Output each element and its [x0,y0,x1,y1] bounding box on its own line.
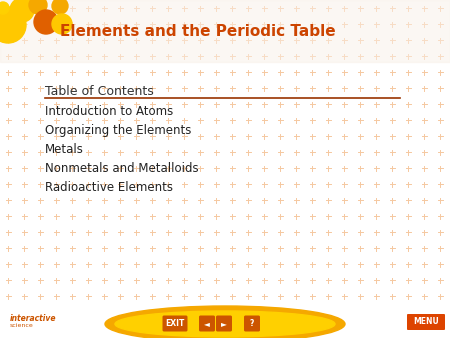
Ellipse shape [105,306,345,338]
FancyBboxPatch shape [216,315,232,332]
Ellipse shape [115,311,335,337]
FancyBboxPatch shape [244,315,260,332]
Text: Elements and the Periodic Table: Elements and the Periodic Table [60,24,336,40]
Text: ◄: ◄ [204,319,210,328]
FancyBboxPatch shape [407,314,445,330]
FancyBboxPatch shape [199,315,215,332]
Text: EXIT: EXIT [165,319,184,328]
Text: Nonmetals and Metalloids: Nonmetals and Metalloids [45,162,198,175]
Circle shape [0,2,9,14]
Bar [0,0,450,62]
Circle shape [0,7,26,43]
Text: interactive: interactive [10,314,57,323]
Text: ►: ► [221,319,227,328]
Text: Radioactive Elements: Radioactive Elements [45,181,173,194]
Circle shape [10,0,34,22]
Text: Metals: Metals [45,143,84,156]
Circle shape [52,0,68,14]
Text: ?: ? [250,319,254,328]
Text: Table of Contents: Table of Contents [45,85,154,98]
Circle shape [34,10,58,34]
Text: Introduction to Atoms: Introduction to Atoms [45,105,173,118]
Circle shape [29,0,47,14]
FancyBboxPatch shape [162,315,188,332]
Text: Organizing the Elements: Organizing the Elements [45,124,191,137]
Text: MENU: MENU [413,317,439,327]
Circle shape [52,14,72,34]
Text: science: science [10,323,34,328]
